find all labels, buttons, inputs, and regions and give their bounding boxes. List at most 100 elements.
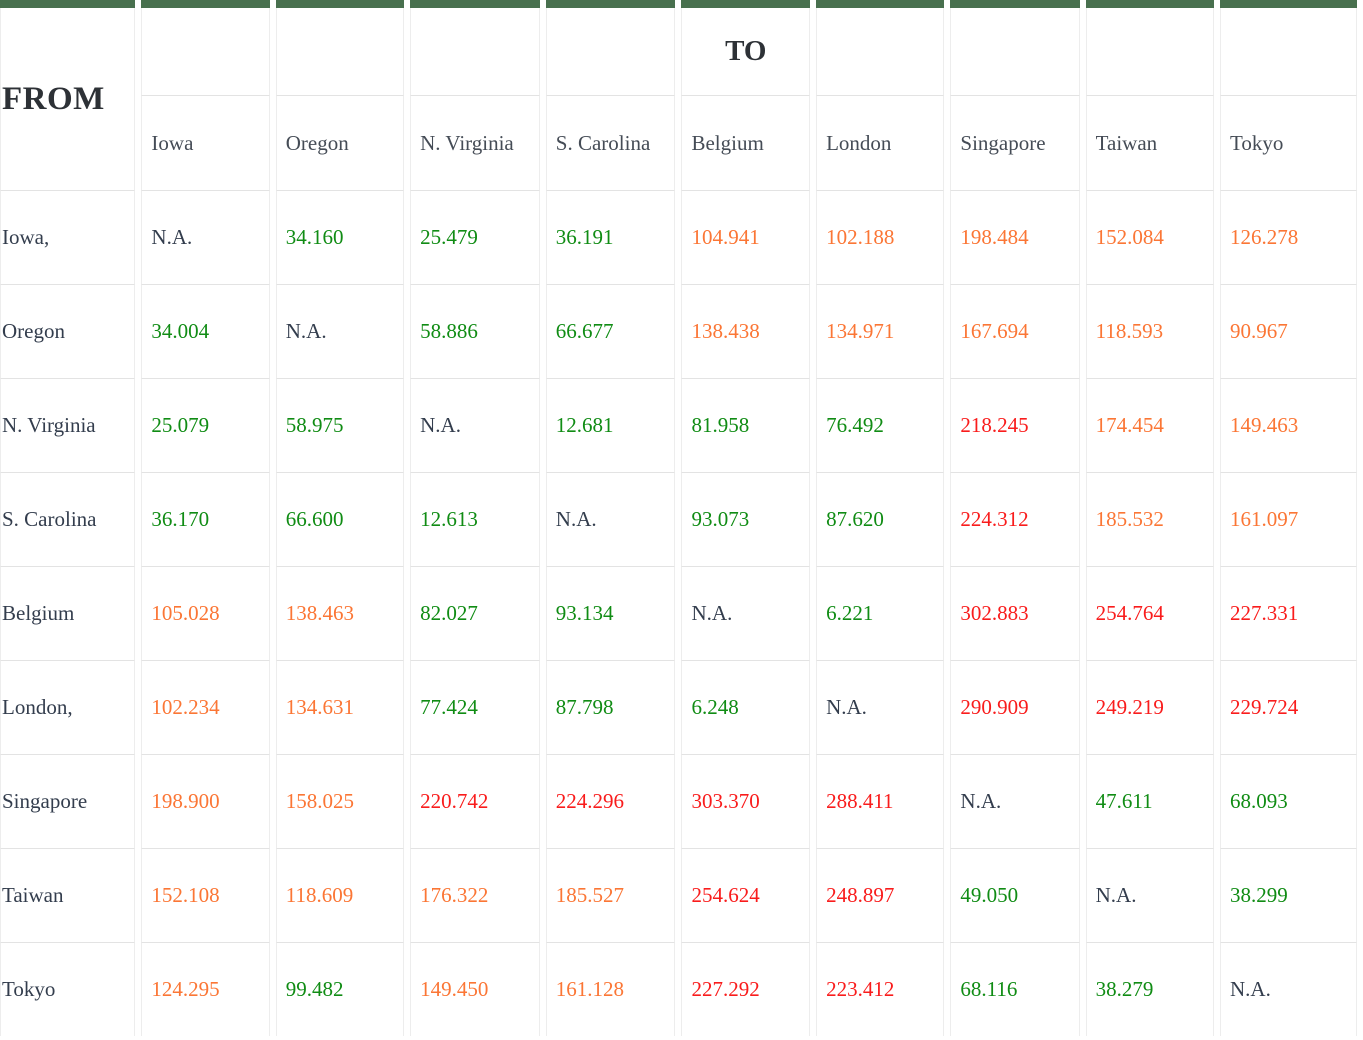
latency-cell: 49.050 xyxy=(950,848,1080,942)
latency-cell: 254.624 xyxy=(681,848,811,942)
to-row-cell xyxy=(1085,8,1214,95)
latency-cell: 227.292 xyxy=(681,942,811,1036)
latency-cell: 198.484 xyxy=(950,190,1080,284)
latency-cell: 90.967 xyxy=(1220,284,1357,378)
latency-cell: 149.463 xyxy=(1220,378,1357,472)
latency-cell: 105.028 xyxy=(141,566,270,660)
column-header-n-virginia: N. Virginia xyxy=(410,95,540,190)
latency-cell: 102.188 xyxy=(816,190,945,284)
latency-cell: 6.221 xyxy=(816,566,945,660)
latency-cell: 248.897 xyxy=(816,848,945,942)
row-label-n-virginia: N. Virginia xyxy=(0,378,136,472)
latency-cell: 185.527 xyxy=(545,848,676,942)
to-row-cell xyxy=(141,8,270,95)
column-header-tokyo: Tokyo xyxy=(1220,95,1357,190)
latency-cell: 99.482 xyxy=(275,942,405,1036)
header-bar-segment xyxy=(545,0,676,8)
column-header-iowa: Iowa xyxy=(141,95,270,190)
latency-cell: 36.170 xyxy=(141,472,270,566)
to-row-cell xyxy=(1220,8,1357,95)
latency-cell: 38.299 xyxy=(1220,848,1357,942)
latency-cell: 124.295 xyxy=(141,942,270,1036)
latency-cell: N.A. xyxy=(1220,942,1357,1036)
header-bar-segment xyxy=(816,0,945,8)
latency-cell: 36.191 xyxy=(545,190,676,284)
latency-cell: N.A. xyxy=(1085,848,1214,942)
latency-cell: 161.128 xyxy=(545,942,676,1036)
table-row: N. Virginia 25.079 58.975 N.A. 12.681 81.958 7… xyxy=(0,378,1357,472)
to-row-cell xyxy=(816,8,945,95)
row-label-taiwan: Taiwan xyxy=(0,848,136,942)
latency-cell: 82.027 xyxy=(410,566,540,660)
latency-cell: 176.322 xyxy=(410,848,540,942)
latency-cell: 227.331 xyxy=(1220,566,1357,660)
column-header-oregon: Oregon xyxy=(275,95,405,190)
table-row: Singapore 198.900 158.025 220.742 224.296 303… xyxy=(0,754,1357,848)
row-label-iowa: Iowa, xyxy=(0,190,136,284)
latency-cell: 149.450 xyxy=(410,942,540,1036)
to-row-cell xyxy=(545,8,676,95)
latency-cell: 118.609 xyxy=(275,848,405,942)
latency-cell: N.A. xyxy=(681,566,811,660)
header-bar-segment xyxy=(1220,0,1357,8)
latency-cell: 302.883 xyxy=(950,566,1080,660)
latency-cell: 38.279 xyxy=(1085,942,1214,1036)
column-header-singapore: Singapore xyxy=(950,95,1080,190)
latency-cell: N.A. xyxy=(545,472,676,566)
latency-cell: N.A. xyxy=(141,190,270,284)
latency-cell: 224.296 xyxy=(545,754,676,848)
latency-cell: 76.492 xyxy=(816,378,945,472)
latency-cell: 254.764 xyxy=(1085,566,1214,660)
latency-cell: 77.424 xyxy=(410,660,540,754)
header-bar-segment xyxy=(410,0,540,8)
table-row: Belgium 105.028 138.463 82.027 93.134 N.A. 6.2… xyxy=(0,566,1357,660)
latency-cell: N.A. xyxy=(275,284,405,378)
latency-cell: 134.971 xyxy=(816,284,945,378)
header-bar-segment xyxy=(681,0,811,8)
latency-cell: 12.681 xyxy=(545,378,676,472)
table-row: Oregon 34.004 N.A. 58.886 66.677 138.438 134.9… xyxy=(0,284,1357,378)
latency-cell: 118.593 xyxy=(1085,284,1214,378)
table-row: Iowa, N.A. 34.160 25.479 36.191 104.941 102.18… xyxy=(0,190,1357,284)
header-bar-segment xyxy=(0,0,136,8)
latency-cell: 66.600 xyxy=(275,472,405,566)
latency-cell: 290.909 xyxy=(950,660,1080,754)
latency-cell: 174.454 xyxy=(1085,378,1214,472)
latency-cell: 303.370 xyxy=(681,754,811,848)
latency-cell: 158.025 xyxy=(275,754,405,848)
latency-cell: 134.631 xyxy=(275,660,405,754)
latency-cell: N.A. xyxy=(816,660,945,754)
header-bar-segment xyxy=(275,0,405,8)
latency-cell: 152.108 xyxy=(141,848,270,942)
top-accent-bar xyxy=(0,0,1357,8)
table-row: Tokyo 124.295 99.482 149.450 161.128 227.292 2… xyxy=(0,942,1357,1036)
latency-cell: 87.798 xyxy=(545,660,676,754)
latency-cell: 138.463 xyxy=(275,566,405,660)
latency-cell: 93.073 xyxy=(681,472,811,566)
to-label: TO xyxy=(681,8,811,95)
latency-cell: N.A. xyxy=(410,378,540,472)
row-label-belgium: Belgium xyxy=(0,566,136,660)
header-bar-segment xyxy=(1085,0,1214,8)
latency-cell: 87.620 xyxy=(816,472,945,566)
latency-cell: 68.116 xyxy=(950,942,1080,1036)
latency-cell: 12.613 xyxy=(410,472,540,566)
latency-cell: 34.160 xyxy=(275,190,405,284)
table-row: Taiwan 152.108 118.609 176.322 185.527 254.62… xyxy=(0,848,1357,942)
latency-cell: 218.245 xyxy=(950,378,1080,472)
header-bar-segment xyxy=(950,0,1080,8)
to-header-row: FROM TO xyxy=(0,8,1357,190)
latency-cell: 249.219 xyxy=(1085,660,1214,754)
latency-cell: 152.084 xyxy=(1085,190,1214,284)
latency-cell: 220.742 xyxy=(410,754,540,848)
row-label-s-carolina: S. Carolina xyxy=(0,472,136,566)
header-bar-segment xyxy=(141,0,270,8)
latency-cell: 126.278 xyxy=(1220,190,1357,284)
latency-cell: 229.724 xyxy=(1220,660,1357,754)
to-row-cell xyxy=(275,8,405,95)
latency-cell: 25.079 xyxy=(141,378,270,472)
latency-cell: 93.134 xyxy=(545,566,676,660)
latency-cell: 66.677 xyxy=(545,284,676,378)
table-row: London, 102.234 134.631 77.424 87.798 6.248 N.… xyxy=(0,660,1357,754)
